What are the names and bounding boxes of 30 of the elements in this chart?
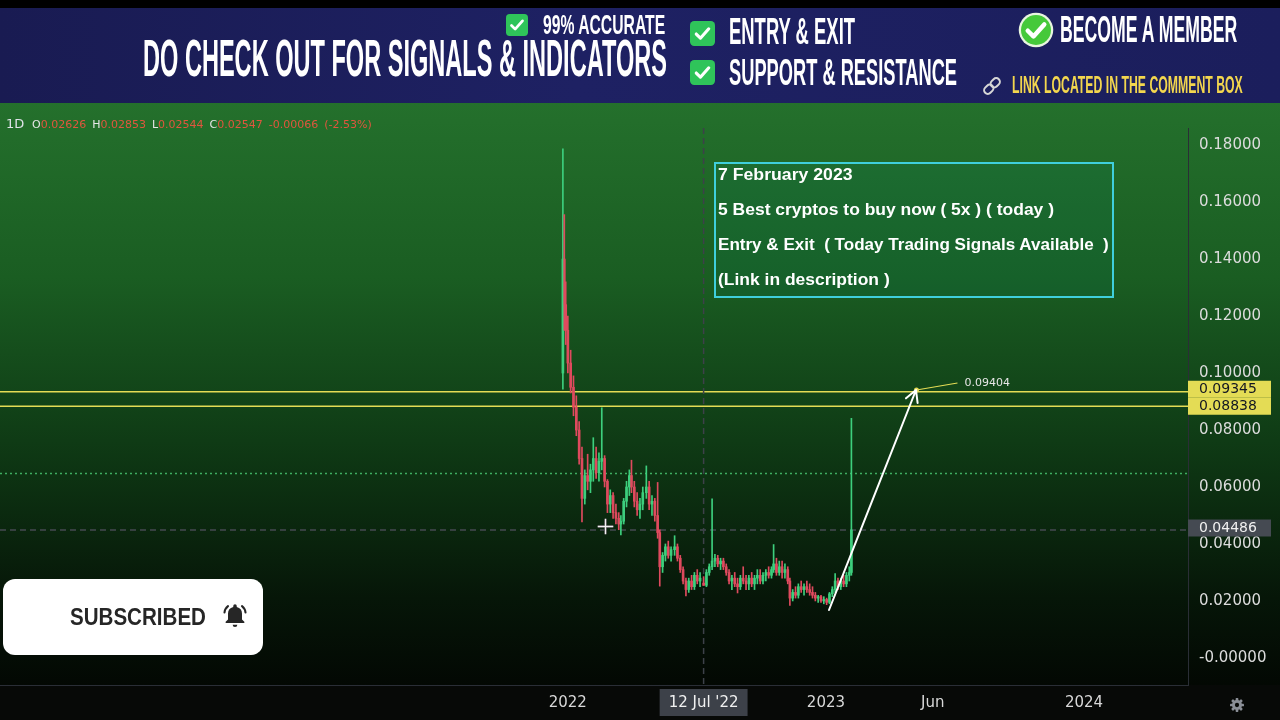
annotation: 0.09404	[964, 375, 1010, 389]
text: BECOME A MEMBER	[1060, 9, 1238, 51]
text: ENTRY & EXIT	[729, 11, 856, 53]
ref-line-label: 0.04486	[1199, 519, 1257, 536]
y-tick-label: 0.08000	[1199, 419, 1262, 438]
ref-line-label: 0.08838	[1199, 397, 1257, 414]
y-tick-label: 0.14000	[1199, 248, 1262, 267]
chart-title: 1D	[6, 116, 25, 131]
annotation: Entry & Exit ( Today Trading Signals Available )	[718, 234, 1109, 254]
x-tick-label: Jun	[920, 692, 945, 711]
text: LINK LOCATED IN THE COMMENT BOX	[1012, 71, 1243, 98]
x-tick-label: 2023	[806, 692, 846, 711]
text: SUPPORT & RESISTANCE	[729, 52, 958, 94]
annotation: (Link in description )	[718, 269, 890, 289]
ref-line-label: 12 Jul '22	[668, 692, 739, 711]
y-tick-label: 0.06000	[1199, 476, 1262, 495]
x-tick-label: 2024	[1064, 692, 1104, 711]
x-tick-label: 2022	[548, 692, 587, 711]
y-tick-label: 0.04000	[1199, 533, 1262, 552]
ref-line-label: 0.09345	[1199, 380, 1257, 397]
y-tick-label: 0.10000	[1199, 362, 1262, 381]
text: O0.02626 H0.02853 L0.02544 C0.02547 -0.00066 (-2.53%)	[32, 118, 372, 131]
annotation: SUBSCRIBED	[70, 603, 206, 630]
y-tick-label: 0.12000	[1199, 305, 1262, 324]
y-tick-label: 0.16000	[1199, 191, 1262, 210]
y-tick-label: 0.02000	[1199, 590, 1262, 609]
y-tick-label: -0.00000	[1199, 647, 1267, 666]
y-tick-label: 0.18000	[1199, 134, 1262, 153]
annotation: 7 February 2023	[718, 164, 853, 184]
annotation: 5 Best cryptos to buy now ( 5x ) ( today )	[718, 199, 1055, 219]
